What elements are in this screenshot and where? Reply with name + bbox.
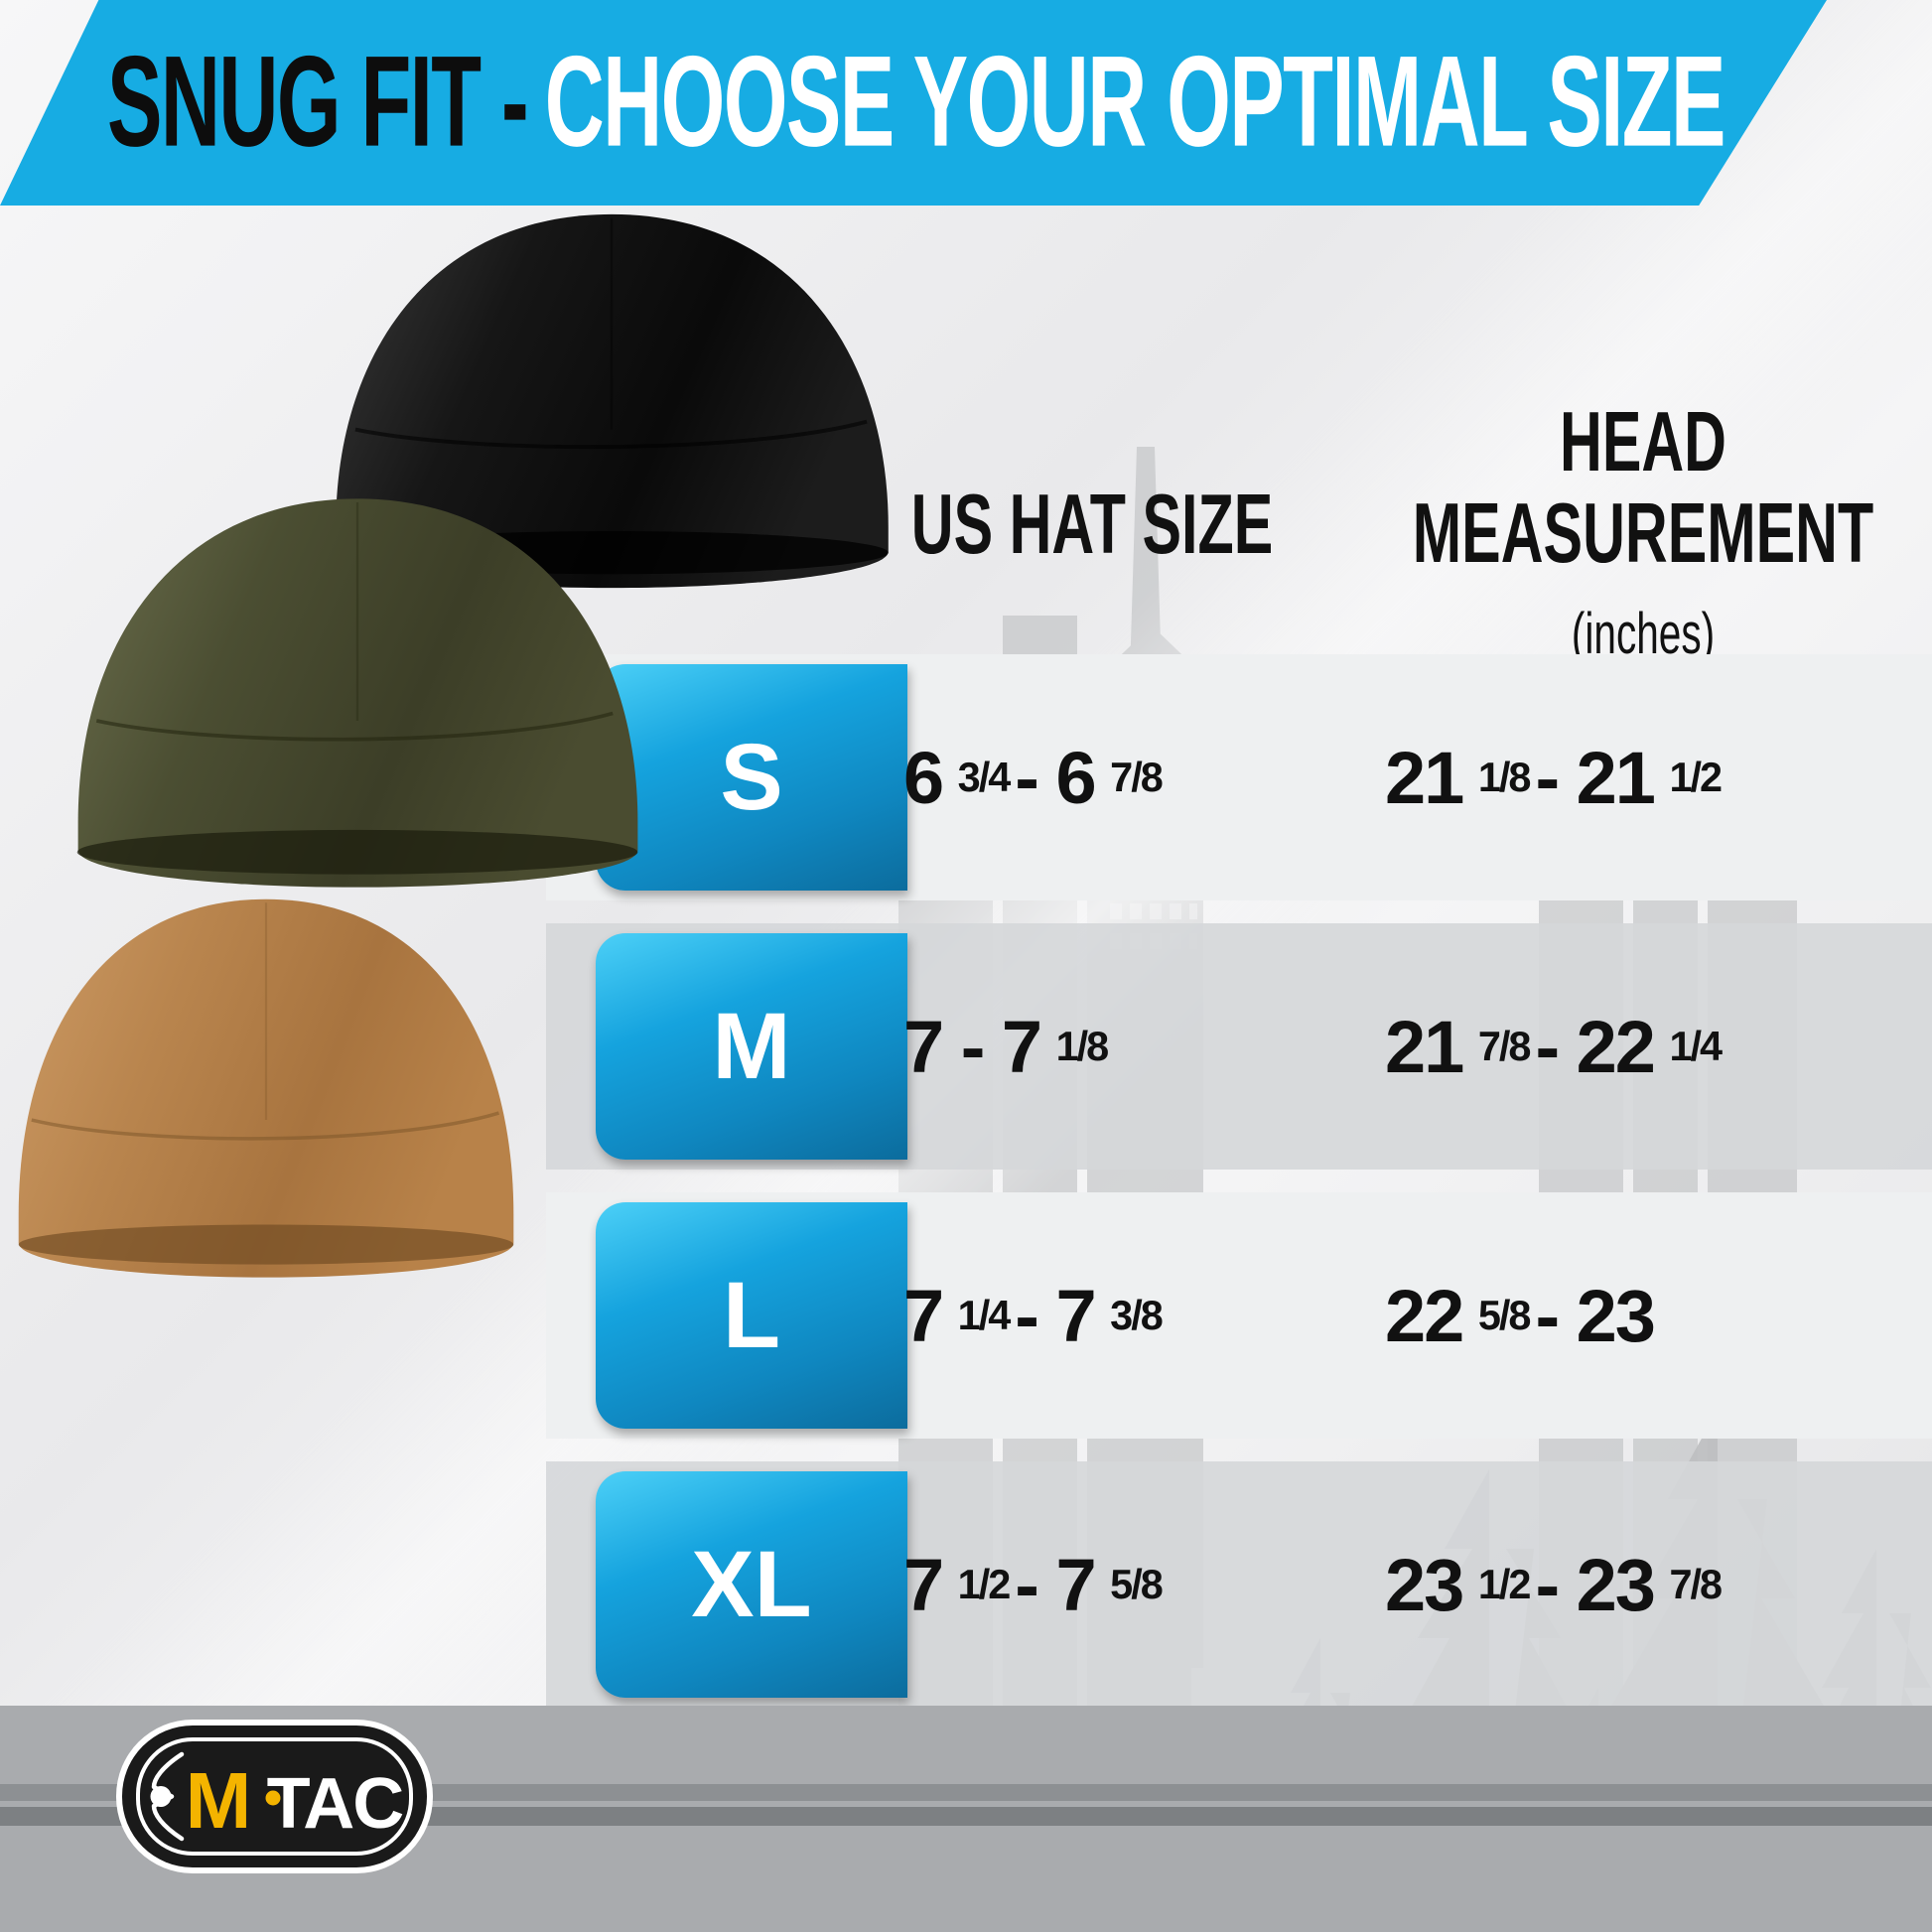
svg-text:M: M xyxy=(186,1756,252,1845)
svg-text:TAC: TAC xyxy=(267,1764,404,1844)
